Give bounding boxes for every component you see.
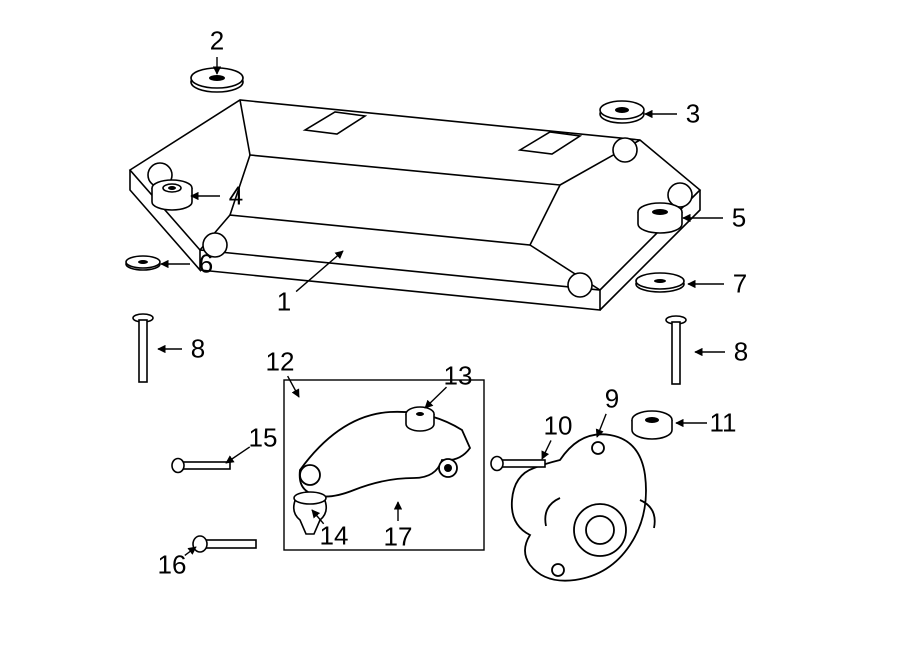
part-control-arm (300, 412, 470, 497)
callout-16: 16 (158, 550, 187, 581)
diagram-svg (0, 0, 900, 661)
part-subframe (130, 100, 700, 310)
part-bolt-rear (666, 316, 686, 384)
callout-15: 15 (249, 423, 278, 454)
callout-12: 12 (266, 347, 295, 378)
callout-3: 3 (686, 99, 700, 130)
leader-lines (158, 57, 725, 555)
callout-13: 13 (444, 361, 473, 392)
callout-2: 2 (210, 26, 224, 57)
part-upper-cushion (191, 68, 243, 92)
callout-7: 7 (733, 269, 747, 300)
callout-8b: 8 (734, 337, 748, 368)
part-knuckle (512, 434, 655, 580)
parts-diagram: 12345678891011121314151617 (0, 0, 900, 661)
callout-5: 5 (732, 203, 746, 234)
part-bushing (632, 411, 672, 439)
part-arm-bolt-1 (172, 459, 230, 473)
part-arm-bolt-2 (193, 536, 256, 552)
callout-6: 6 (199, 249, 213, 280)
part-washer-front (126, 256, 160, 270)
callout-11: 11 (710, 408, 737, 439)
callout-9: 9 (605, 384, 619, 415)
part-bolt-front (133, 314, 153, 382)
part-arm-bushing-rear (406, 407, 434, 431)
callout-8a: 8 (191, 334, 205, 365)
part-upper-cushion-rear (600, 101, 644, 123)
part-lower-insulator (152, 180, 192, 210)
callout-1: 1 (277, 287, 291, 318)
part-pinch-bolt (491, 457, 545, 471)
callout-17: 17 (384, 522, 413, 553)
callout-4: 4 (229, 181, 243, 212)
callout-14: 14 (320, 521, 349, 552)
part-washer-rear (636, 273, 684, 292)
part-lower-insulator-rear (638, 203, 682, 233)
callout-10: 10 (544, 411, 573, 442)
